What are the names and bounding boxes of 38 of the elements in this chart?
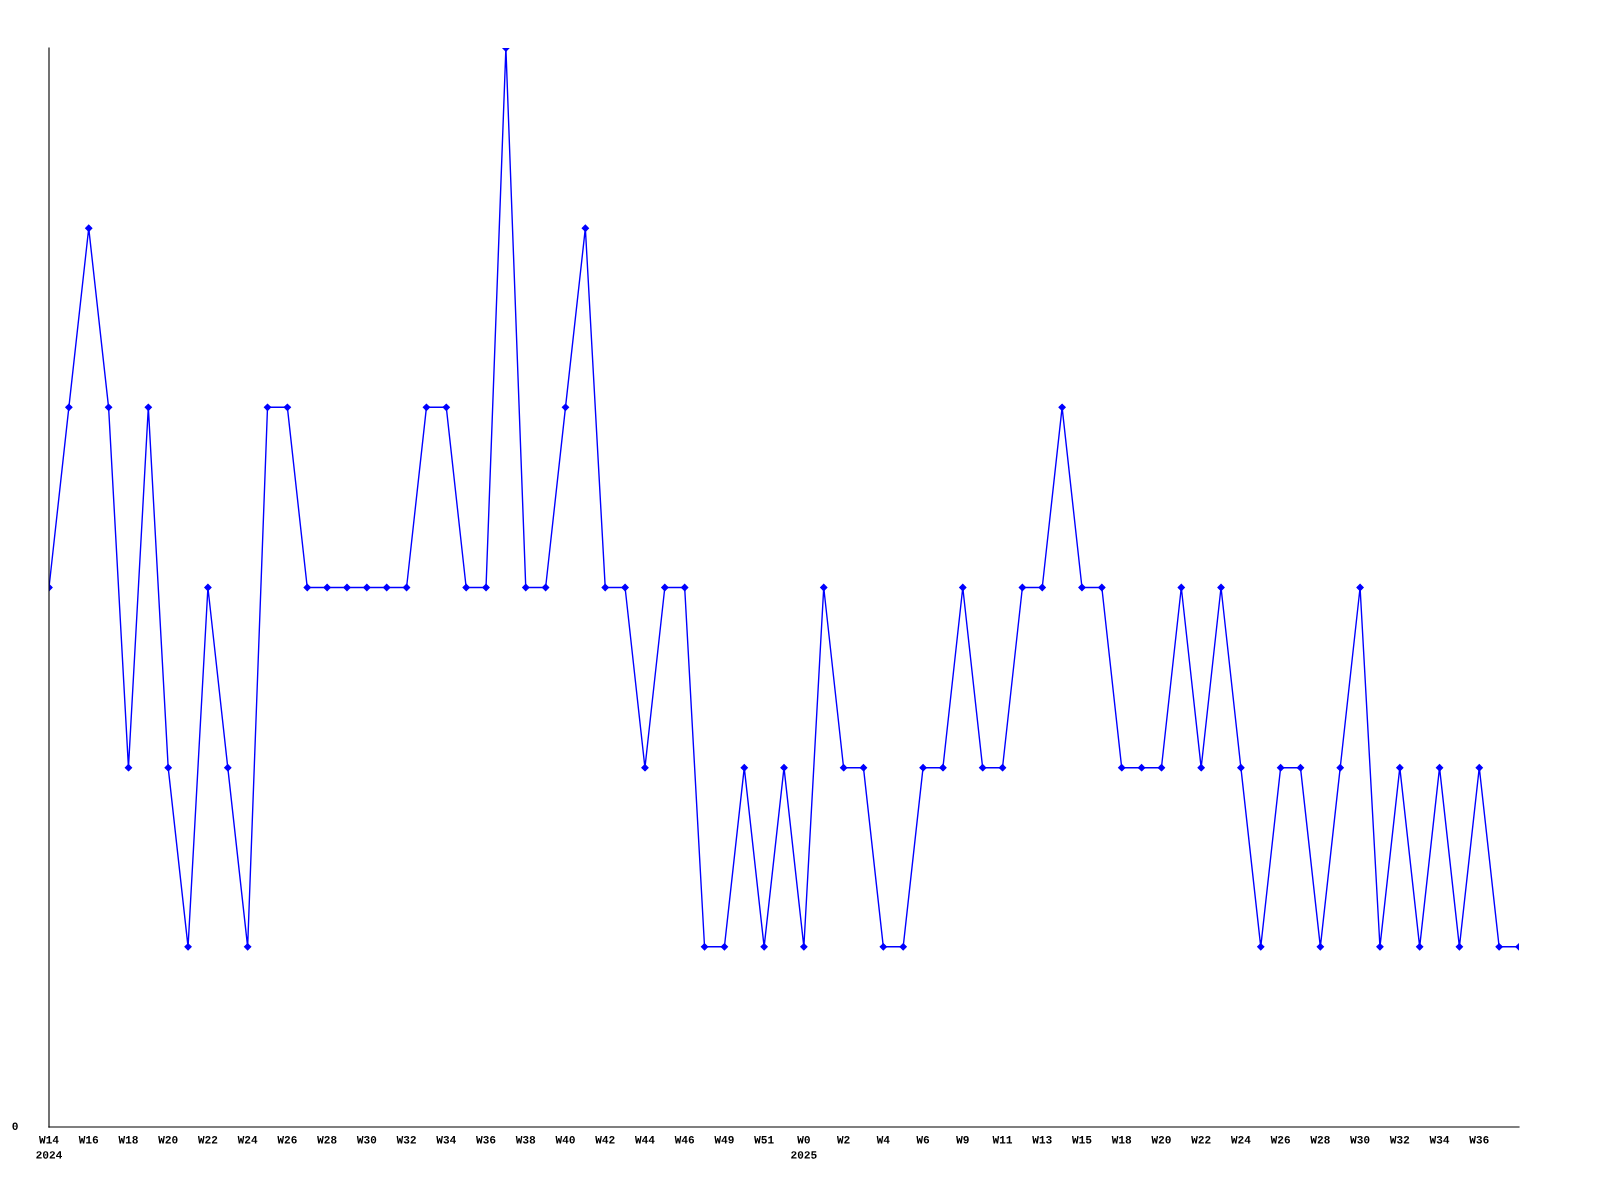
x-tick-label: W9 <box>956 1135 969 1144</box>
x-tick-label: W32 <box>396 1135 416 1144</box>
x-tick-label: W36 <box>476 1135 496 1144</box>
x-tick-label: W28 <box>317 1135 337 1144</box>
x-tick-label: W0 2025 <box>791 1135 817 1159</box>
x-tick-label: W42 <box>595 1135 615 1144</box>
x-tick-label: W22 <box>197 1135 218 1144</box>
x-tick-label: W30 <box>1350 1135 1370 1144</box>
x-tick-label: W44 <box>634 1136 655 1144</box>
x-tick-label: W24 <box>237 1135 258 1144</box>
x-tick-label: W26 <box>1270 1135 1290 1144</box>
x-tick-label: W13 <box>1032 1135 1052 1144</box>
text: 0 <box>12 1122 18 1130</box>
x-tick-label: W2 <box>836 1135 850 1144</box>
x-tick-label: W38 <box>515 1135 536 1144</box>
x-tick-label: W20 <box>158 1135 178 1144</box>
x-tick-label: W20 <box>1151 1135 1171 1144</box>
x-tick-label: W49 <box>714 1135 734 1144</box>
x-tick-label: W46 <box>674 1135 695 1144</box>
x-tick-label: W11 <box>992 1136 1013 1144</box>
x-tick-label: W36 <box>1469 1135 1489 1144</box>
x-tick-label: W15 <box>1071 1136 1092 1144</box>
x-tick-label: W32 <box>1389 1135 1410 1144</box>
x-tick-label: W40 <box>555 1135 575 1144</box>
x-tick-label: W6 <box>916 1135 930 1144</box>
x-tick-label: W30 <box>356 1135 377 1144</box>
x-tick-label: W26 <box>277 1135 297 1144</box>
x-tick-label: W16 <box>78 1135 99 1144</box>
x-tick-label: W18 <box>1111 1135 1132 1144</box>
x-tick-label: W34 <box>1429 1135 1450 1144</box>
x-tick-label: W18 <box>118 1135 138 1144</box>
x-tick-label: W22 <box>1191 1135 1211 1144</box>
x-tick-label: W34 <box>436 1135 456 1144</box>
x-tick-label: W14 2024 <box>36 1136 62 1159</box>
x-tick-label: W28 <box>1310 1135 1330 1144</box>
x-tick-label: W24 <box>1230 1135 1251 1144</box>
x-tick-label: W4 <box>876 1136 890 1144</box>
x-tick-label: W51 <box>754 1136 774 1144</box>
